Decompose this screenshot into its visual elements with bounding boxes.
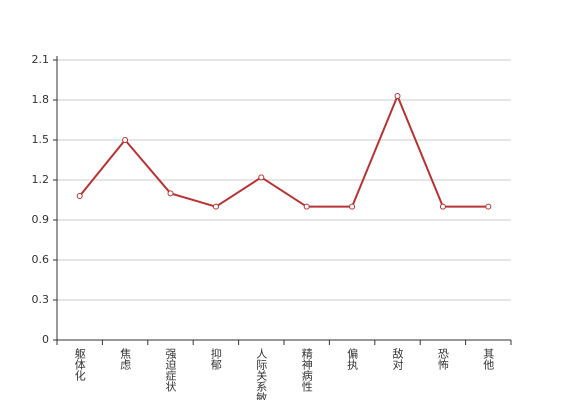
x-tick-label: 强迫症状: [164, 348, 177, 392]
point: [212, 203, 219, 210]
point: [349, 203, 356, 210]
x-tick-label: 敌对: [391, 347, 404, 370]
point: [303, 203, 310, 210]
x-tick-label: 人际关系敏感: [255, 348, 268, 400]
y-tick-label: 0: [42, 333, 49, 346]
x-tick-label: 精神病性: [300, 348, 313, 393]
y-tick-label: 2.1: [32, 53, 50, 66]
point: [258, 174, 265, 181]
point: [394, 93, 401, 99]
x-tick-label: 躯体化: [73, 348, 86, 382]
x-tick-label: 恐怖: [436, 348, 449, 370]
y-tick-label: 1.5: [32, 133, 50, 146]
y-tick-label: 1.2: [32, 173, 50, 186]
y-tick-label: 0.3: [32, 293, 50, 306]
x-tick-label: 其他: [482, 348, 495, 370]
point: [122, 137, 129, 143]
y-tick-label: 0.6: [32, 253, 50, 266]
x-tick-label: 焦虑: [119, 348, 132, 370]
y-tick-label: 1.8: [32, 93, 50, 106]
x-tick-label: 偏执: [346, 347, 359, 371]
point: [76, 193, 83, 199]
point: [439, 203, 446, 210]
point: [485, 203, 492, 210]
y-tick-label: 0.9: [32, 213, 50, 226]
point: [167, 190, 174, 197]
line: [78, 93, 489, 208]
x-tick-label: 抑郁: [209, 347, 222, 370]
